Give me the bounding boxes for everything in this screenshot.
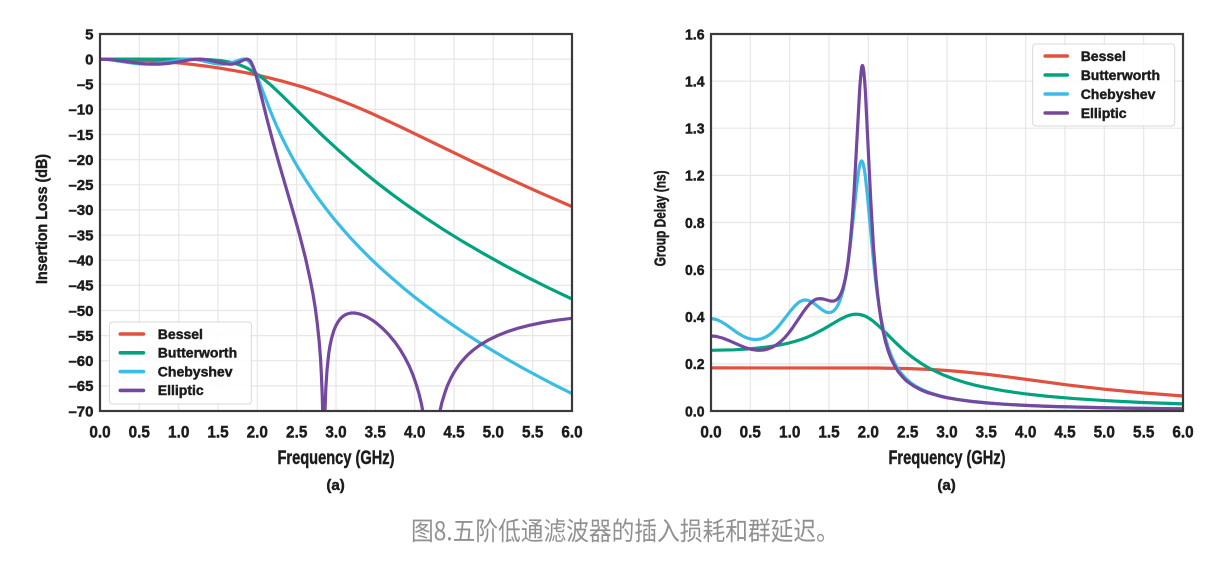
svg-text:Elliptic: Elliptic bbox=[1081, 105, 1127, 121]
svg-text:–45: –45 bbox=[68, 278, 93, 295]
svg-text:Bessel: Bessel bbox=[158, 326, 203, 342]
svg-text:4.5: 4.5 bbox=[443, 423, 464, 442]
svg-text:–20: –20 bbox=[68, 152, 93, 169]
svg-text:1.0: 1.0 bbox=[779, 423, 800, 442]
svg-text:4.0: 4.0 bbox=[404, 423, 425, 442]
svg-text:1.2: 1.2 bbox=[685, 168, 705, 185]
svg-text:5.5: 5.5 bbox=[522, 423, 543, 442]
svg-text:Group Delay (ns): Group Delay (ns) bbox=[653, 170, 670, 266]
svg-text:5: 5 bbox=[85, 26, 93, 43]
svg-text:2.5: 2.5 bbox=[897, 423, 918, 442]
svg-text:1.5: 1.5 bbox=[207, 423, 228, 442]
svg-text:2.0: 2.0 bbox=[247, 423, 268, 442]
svg-text:0.0: 0.0 bbox=[685, 403, 705, 420]
svg-text:1.0: 1.0 bbox=[168, 423, 189, 442]
svg-text:2.0: 2.0 bbox=[858, 423, 879, 442]
svg-text:–55: –55 bbox=[68, 328, 93, 345]
svg-text:1.4: 1.4 bbox=[685, 73, 705, 90]
svg-text:1.5: 1.5 bbox=[818, 423, 839, 442]
svg-text:4.5: 4.5 bbox=[1054, 423, 1075, 442]
svg-text:Frequency (GHz): Frequency (GHz) bbox=[889, 448, 1006, 469]
svg-text:0: 0 bbox=[85, 51, 93, 68]
svg-text:–5: –5 bbox=[77, 77, 94, 94]
svg-text:–35: –35 bbox=[68, 227, 93, 244]
svg-text:Chebyshev: Chebyshev bbox=[158, 363, 233, 379]
svg-text:5.0: 5.0 bbox=[1094, 423, 1115, 442]
svg-text:–60: –60 bbox=[68, 353, 93, 370]
svg-text:Butterworth: Butterworth bbox=[1081, 67, 1160, 83]
svg-text:5.0: 5.0 bbox=[483, 423, 504, 442]
svg-text:–65: –65 bbox=[68, 378, 93, 395]
svg-text:Elliptic: Elliptic bbox=[158, 382, 204, 398]
svg-text:0.0: 0.0 bbox=[89, 423, 110, 442]
svg-text:(a): (a) bbox=[937, 477, 955, 494]
svg-text:3.0: 3.0 bbox=[936, 423, 957, 442]
svg-text:Butterworth: Butterworth bbox=[158, 345, 237, 361]
svg-text:Frequency (GHz): Frequency (GHz) bbox=[278, 448, 395, 469]
svg-text:–30: –30 bbox=[68, 202, 93, 219]
svg-text:0.5: 0.5 bbox=[129, 423, 150, 442]
svg-text:0.6: 0.6 bbox=[685, 262, 705, 279]
svg-text:5.5: 5.5 bbox=[1133, 423, 1154, 442]
svg-text:3.5: 3.5 bbox=[976, 423, 997, 442]
svg-text:–10: –10 bbox=[68, 102, 93, 119]
svg-text:6.0: 6.0 bbox=[561, 423, 582, 442]
svg-text:1.6: 1.6 bbox=[685, 26, 705, 43]
svg-text:–70: –70 bbox=[68, 403, 93, 420]
svg-text:6.0: 6.0 bbox=[1172, 423, 1193, 442]
svg-text:–50: –50 bbox=[68, 303, 93, 320]
svg-text:0.4: 0.4 bbox=[685, 309, 705, 326]
svg-text:–25: –25 bbox=[68, 177, 93, 194]
svg-text:Chebyshev: Chebyshev bbox=[1081, 86, 1156, 102]
svg-text:(a): (a) bbox=[326, 477, 344, 494]
svg-text:0.2: 0.2 bbox=[685, 356, 705, 373]
svg-text:Insertion Loss (dB): Insertion Loss (dB) bbox=[34, 154, 51, 284]
svg-text:4.0: 4.0 bbox=[1015, 423, 1036, 442]
svg-text:–15: –15 bbox=[68, 127, 93, 144]
svg-text:2.5: 2.5 bbox=[286, 423, 307, 442]
svg-text:0.8: 0.8 bbox=[685, 215, 705, 232]
svg-text:–40: –40 bbox=[68, 253, 93, 270]
svg-text:0.5: 0.5 bbox=[740, 423, 761, 442]
svg-text:1.3: 1.3 bbox=[685, 121, 705, 138]
svg-text:0.0: 0.0 bbox=[700, 423, 721, 442]
svg-text:3.5: 3.5 bbox=[365, 423, 386, 442]
svg-text:3.0: 3.0 bbox=[325, 423, 346, 442]
svg-text:Bessel: Bessel bbox=[1081, 48, 1126, 64]
